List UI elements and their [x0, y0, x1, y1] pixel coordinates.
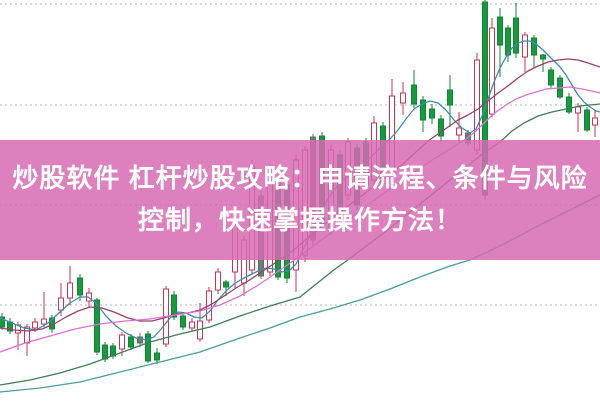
candle-body	[522, 34, 528, 58]
candle-body	[41, 318, 47, 325]
candle-body	[0, 316, 5, 328]
candle-body	[548, 69, 554, 86]
candle-body	[531, 37, 537, 56]
candle-body	[223, 281, 229, 288]
candle-body	[77, 277, 83, 296]
candle-body	[58, 297, 64, 311]
candle-body	[575, 106, 581, 114]
candle-body	[474, 59, 480, 151]
candle-body	[420, 99, 426, 121]
candle-body	[94, 299, 100, 353]
candle-body	[447, 89, 453, 106]
candle-body	[67, 282, 73, 299]
candle-body	[456, 127, 462, 136]
candle-body	[180, 315, 186, 328]
candle-body	[592, 117, 598, 126]
candle-body	[400, 92, 406, 104]
candle-body	[438, 118, 444, 137]
candle-body	[497, 16, 503, 46]
candle-body	[154, 352, 160, 361]
candle-body	[189, 321, 195, 329]
candle-body	[566, 96, 572, 113]
banner-text-line2: 控制，快速掌握操作方法！	[137, 205, 462, 235]
candle-body	[584, 109, 590, 131]
candle-body	[171, 294, 177, 318]
candle-body	[128, 336, 134, 348]
candle-body	[215, 271, 221, 291]
banner-text-line1: 炒股软件 杠杆炒股攻略：申请流程、条件与风险	[12, 163, 588, 194]
candle-body	[540, 54, 546, 60]
candle-body	[32, 321, 38, 329]
candle-body	[145, 333, 151, 362]
candle-body	[489, 27, 495, 115]
candle-body	[513, 17, 519, 54]
candle-body	[119, 334, 125, 350]
promo-banner: 炒股软件 杠杆炒股攻略：申请流程、条件与风险 控制，快速掌握操作方法！	[0, 140, 600, 260]
candle-body	[411, 84, 417, 105]
candle-body	[102, 344, 108, 360]
candle-body	[137, 336, 143, 344]
candle-body	[429, 108, 435, 119]
